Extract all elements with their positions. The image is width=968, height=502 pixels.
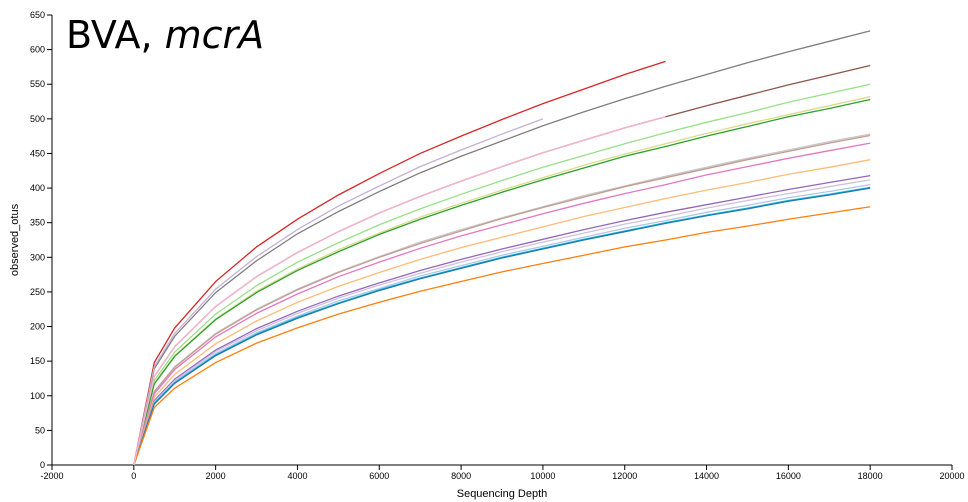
title-gene: mcrA bbox=[165, 13, 265, 57]
title-text: BVA, bbox=[66, 13, 153, 57]
y-tick-label: 400 bbox=[30, 183, 45, 193]
x-tick-label: 6000 bbox=[369, 471, 389, 481]
x-tick-label: 8000 bbox=[451, 471, 471, 481]
series-line bbox=[133, 60, 666, 466]
series-line bbox=[133, 179, 871, 466]
x-tick-label: 20000 bbox=[939, 471, 964, 481]
x-tick-label: 16000 bbox=[776, 471, 801, 481]
x-tick-label: 12000 bbox=[612, 471, 637, 481]
chart-title: BVA, mcrA bbox=[66, 13, 264, 57]
x-tick-label: 4000 bbox=[287, 471, 307, 481]
series-line bbox=[133, 134, 871, 466]
series-line bbox=[133, 30, 871, 466]
series-line bbox=[133, 118, 544, 466]
y-tick-label: 250 bbox=[30, 287, 45, 297]
y-tick-label: 200 bbox=[30, 322, 45, 332]
series-line bbox=[133, 206, 871, 466]
series-line bbox=[133, 174, 871, 466]
y-tick-label: 650 bbox=[30, 10, 45, 20]
series-line bbox=[133, 183, 871, 466]
y-tick-label: 550 bbox=[30, 79, 45, 89]
y-tick-label: 100 bbox=[30, 391, 45, 401]
series-line bbox=[133, 116, 666, 466]
y-tick-label: 50 bbox=[35, 425, 45, 435]
y-tick-label: 350 bbox=[30, 218, 45, 228]
x-tick-label: -2000 bbox=[40, 471, 63, 481]
y-tick-label: 600 bbox=[30, 45, 45, 55]
series-line bbox=[133, 98, 871, 466]
y-axis-label: observed_otus bbox=[9, 203, 21, 276]
y-tick-label: 300 bbox=[30, 252, 45, 262]
series-line bbox=[133, 186, 871, 466]
series-line bbox=[133, 187, 871, 466]
y-tick-label: 450 bbox=[30, 148, 45, 158]
y-tick-label: 0 bbox=[40, 460, 45, 470]
x-axis-label: Sequencing Depth bbox=[457, 488, 548, 500]
series-line bbox=[133, 159, 871, 466]
y-tick-label: 500 bbox=[30, 114, 45, 124]
series-line bbox=[133, 96, 871, 466]
series-line bbox=[133, 64, 871, 466]
x-tick-label: 18000 bbox=[858, 471, 883, 481]
x-tick-label: 10000 bbox=[530, 471, 555, 481]
x-tick-label: 2000 bbox=[206, 471, 226, 481]
y-tick-label: 150 bbox=[30, 356, 45, 366]
x-tick-label: 0 bbox=[131, 471, 136, 481]
series-line bbox=[133, 83, 871, 466]
series-line bbox=[133, 142, 871, 466]
x-tick-label: 14000 bbox=[694, 471, 719, 481]
